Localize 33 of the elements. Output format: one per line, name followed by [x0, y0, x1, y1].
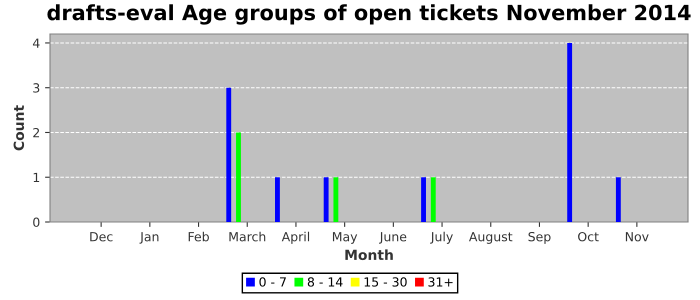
- bar: [275, 177, 280, 222]
- y-tick-label: 1: [34, 172, 40, 182]
- x-tick-label: May: [332, 232, 358, 244]
- bar: [616, 177, 621, 222]
- x-tick-label: April: [282, 232, 310, 244]
- x-tick-label: Jan: [140, 232, 158, 244]
- bar: [236, 132, 241, 222]
- x-tick-label: Oct: [578, 232, 599, 242]
- legend-label: 8 - 14: [308, 277, 343, 287]
- bar: [226, 88, 232, 222]
- x-tick-label: July: [430, 232, 453, 244]
- legend-label: 15 - 30: [364, 277, 407, 287]
- chart-title: drafts-eval Age groups of open tickets November 2014: [47, 4, 691, 25]
- x-tick-label: June: [379, 232, 406, 244]
- bar: [430, 177, 436, 222]
- y-tick-label: 0: [33, 217, 40, 227]
- y-tick-label: 3: [33, 83, 40, 93]
- x-tick-label: Nov: [626, 232, 649, 242]
- x-tick-label: Dec: [90, 232, 112, 242]
- y-axis-title: Count: [14, 105, 24, 150]
- legend-label: 31+: [428, 277, 453, 287]
- x-tick-label: Sep: [528, 232, 551, 244]
- x-tick-label: Feb: [188, 232, 209, 242]
- x-tick-label: March: [229, 232, 266, 242]
- bar: [421, 177, 426, 222]
- y-tick-label: 2: [33, 128, 40, 138]
- bar: [333, 177, 338, 222]
- legend-label: 0 - 7: [259, 277, 286, 287]
- x-axis-title: Month: [345, 249, 393, 260]
- y-tick-label: 4: [32, 38, 40, 48]
- bar: [567, 42, 572, 222]
- bar: [324, 177, 329, 222]
- x-tick-label: August: [468, 232, 512, 244]
